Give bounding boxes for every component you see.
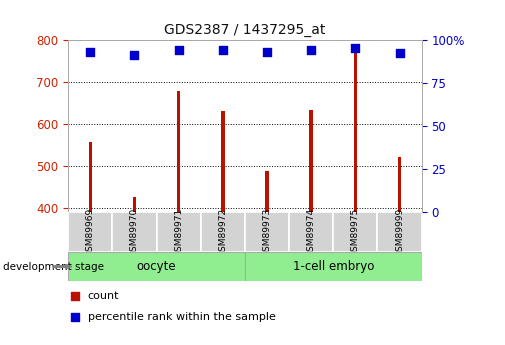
- Text: GSM89973: GSM89973: [263, 207, 272, 257]
- Text: GSM89969: GSM89969: [86, 207, 95, 257]
- Bar: [113, 212, 157, 252]
- Point: [305, 32, 313, 37]
- Text: GSM89971: GSM89971: [174, 207, 183, 257]
- Point: [175, 47, 183, 53]
- Bar: [333, 212, 377, 252]
- Text: development stage: development stage: [3, 262, 104, 272]
- Bar: [221, 111, 225, 212]
- Bar: [157, 212, 201, 252]
- Bar: [245, 212, 289, 252]
- Bar: [201, 212, 245, 252]
- Text: GSM89974: GSM89974: [307, 207, 316, 257]
- Point: [307, 47, 315, 53]
- Text: count: count: [88, 291, 119, 301]
- Bar: [289, 212, 333, 252]
- Bar: [398, 157, 401, 212]
- Bar: [265, 171, 269, 212]
- Text: oocyte: oocyte: [137, 260, 176, 273]
- Text: GSM89999: GSM89999: [395, 207, 404, 257]
- Text: GSM89972: GSM89972: [218, 207, 227, 257]
- Bar: [377, 212, 422, 252]
- Point: [219, 47, 227, 53]
- Point: [130, 52, 138, 58]
- Bar: [88, 142, 92, 212]
- Bar: [245, 252, 422, 281]
- Point: [351, 46, 360, 51]
- Bar: [68, 212, 113, 252]
- Text: GSM89970: GSM89970: [130, 207, 139, 257]
- Text: percentile rank within the sample: percentile rank within the sample: [88, 312, 276, 322]
- Point: [263, 49, 271, 55]
- Bar: [68, 252, 245, 281]
- Bar: [354, 50, 357, 212]
- Text: GSM89975: GSM89975: [351, 207, 360, 257]
- Bar: [310, 110, 313, 212]
- Point: [305, 220, 313, 225]
- Bar: [133, 197, 136, 212]
- Text: 1-cell embryo: 1-cell embryo: [292, 260, 374, 273]
- Point: [395, 51, 403, 56]
- Point: [86, 49, 94, 55]
- Title: GDS2387 / 1437295_at: GDS2387 / 1437295_at: [164, 23, 326, 37]
- Bar: [177, 91, 180, 212]
